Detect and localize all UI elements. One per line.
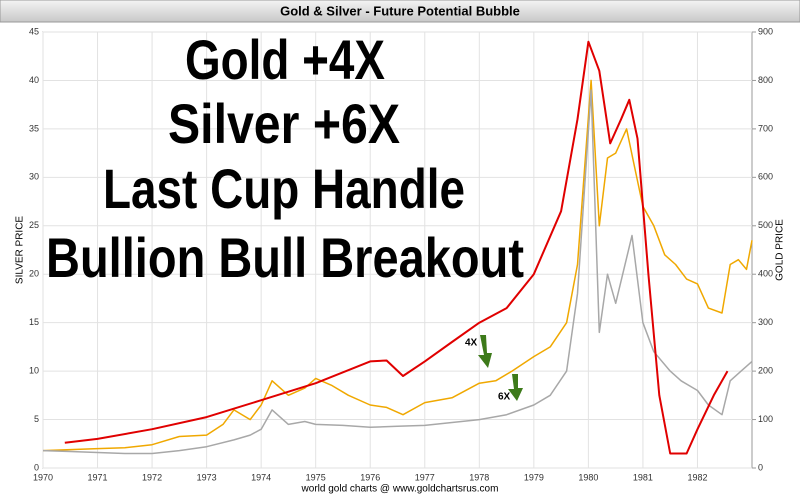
arrow xyxy=(508,374,523,401)
x-tick-label: 1982 xyxy=(687,472,707,482)
x-tick-label: 1975 xyxy=(306,472,326,482)
series-line xyxy=(42,79,753,452)
headline: Bullion Bull Breakout xyxy=(46,226,524,289)
series-line xyxy=(64,40,729,455)
y-tick-label: 20 xyxy=(29,269,39,279)
y2-tick-label: 100 xyxy=(758,414,773,424)
x-tick-label: 1971 xyxy=(88,472,108,482)
headline: Silver +6X xyxy=(168,92,400,155)
y-tick-label: 45 xyxy=(29,26,39,36)
lines xyxy=(42,40,753,455)
title-bar xyxy=(0,0,800,23)
headline: Gold +4X xyxy=(185,28,385,91)
headline: Last Cup Handle xyxy=(103,157,465,220)
y-tick-label: 35 xyxy=(29,123,39,133)
x-tick-label: 1973 xyxy=(197,472,217,482)
y2-tick-label: 0 xyxy=(758,462,763,472)
y-axis-label: SILVER PRICE xyxy=(15,216,26,284)
y2-tick-label: 900 xyxy=(758,26,773,36)
x-tick-label: 1970 xyxy=(33,472,53,482)
y2-tick-label: 600 xyxy=(758,172,773,182)
x-tick-label: 1976 xyxy=(360,472,380,482)
arrow xyxy=(478,335,492,368)
grid xyxy=(42,31,752,469)
x-tick-label: 1979 xyxy=(524,472,544,482)
annotation: 6X xyxy=(498,392,511,403)
y2-tick-label: 800 xyxy=(758,75,773,85)
y2-tick-label: 400 xyxy=(758,269,773,279)
y2-tick-label: 200 xyxy=(758,365,773,375)
x-tick-label: 1974 xyxy=(251,472,271,482)
y-tick-label: 5 xyxy=(34,414,39,424)
series-line xyxy=(42,89,753,455)
y-tick-label: 10 xyxy=(29,365,39,375)
annotation: 4X xyxy=(465,338,478,349)
y-tick-label: 0 xyxy=(34,462,39,472)
y-tick-label: 25 xyxy=(29,220,39,230)
chart-title: Gold & Silver - Future Potential Bubble xyxy=(280,3,520,18)
x-tick-label: 1977 xyxy=(415,472,435,482)
y2-axis-label: GOLD PRICE xyxy=(775,219,786,281)
y-tick-label: 30 xyxy=(29,172,39,182)
x-tick-label: 1972 xyxy=(142,472,162,482)
y2-tick-label: 300 xyxy=(758,317,773,327)
y2-tick-label: 500 xyxy=(758,220,773,230)
x-tick-label: 1978 xyxy=(469,472,489,482)
footer: world gold charts @ www.goldchartsrus.co… xyxy=(301,484,499,495)
y-tick-label: 40 xyxy=(29,75,39,85)
x-tick-label: 1981 xyxy=(633,472,653,482)
x-tick-label: 1980 xyxy=(578,472,598,482)
y2-tick-label: 700 xyxy=(758,123,773,133)
y-tick-label: 15 xyxy=(29,317,39,327)
